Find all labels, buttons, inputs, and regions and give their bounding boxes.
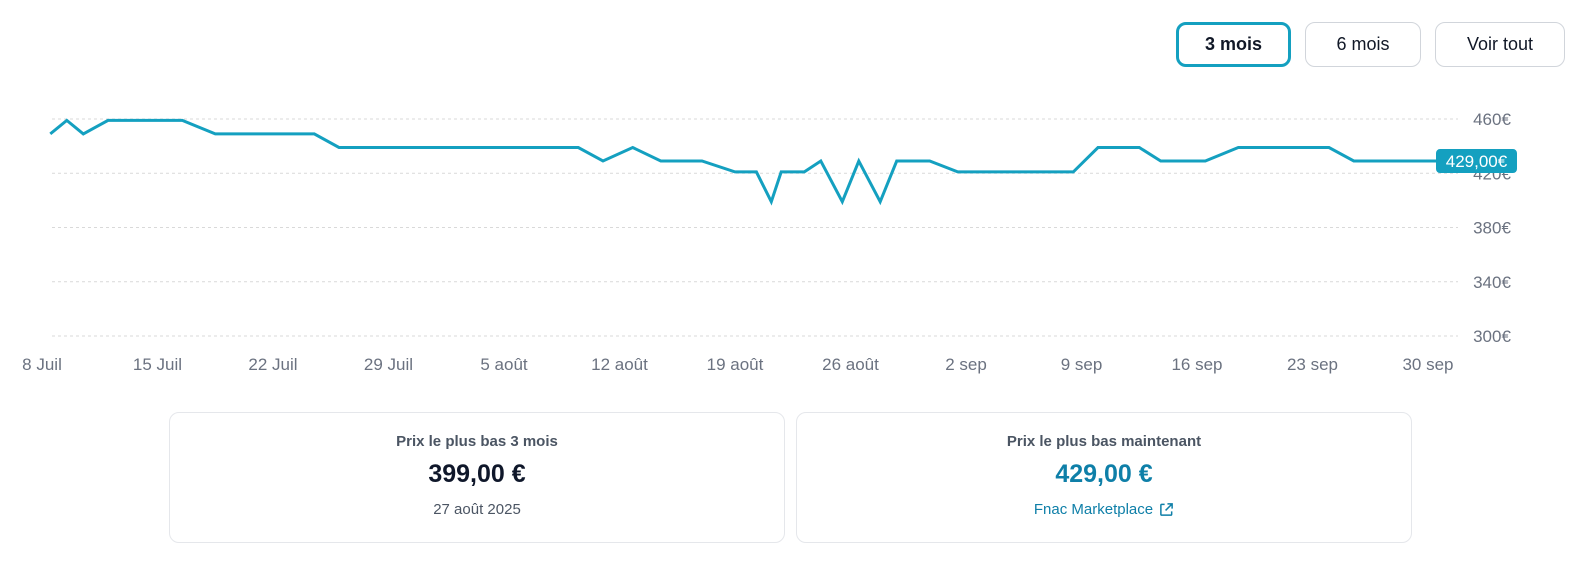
x-tick-label: 8 Juil [22,355,62,374]
lowest-3-months-price: 399,00 € [428,460,526,488]
seller-link-label: Fnac Marketplace [1033,501,1154,518]
range-6-months-button[interactable]: 6 mois [1305,22,1421,67]
x-tick-label: 29 Juil [364,355,413,374]
x-tick-label: 30 sep [1402,355,1453,374]
x-tick-label: 26 août [822,355,879,374]
seller-link[interactable]: Fnac Marketplace [1034,501,1174,518]
price-line [49,118,1445,206]
y-tick-label: 460€ [1473,110,1511,129]
lowest-3-months-card: Prix le plus bas 3 mois 399,00 € 27 août… [169,412,785,543]
lowest-3-months-title: Prix le plus bas 3 mois [396,433,558,450]
y-tick-label: 300€ [1473,327,1511,346]
external-link-icon [1160,503,1173,516]
x-tick-label: 16 sep [1171,355,1222,374]
price-summary-cards: Prix le plus bas 3 mois 399,00 € 27 août… [169,412,1412,543]
current-price-badge [1436,149,1517,174]
x-tick-label: 9 sep [1061,355,1103,374]
lowest-now-price: 429,00 € [1055,460,1153,488]
current-price-label: 429,00€ [1446,152,1508,171]
y-tick-label: 380€ [1473,219,1511,238]
range-all-button[interactable]: Voir tout [1435,22,1565,67]
range-selector: 3 mois 6 mois Voir tout [1176,22,1565,67]
x-tick-label: 5 août [480,355,528,374]
x-tick-label: 2 sep [945,355,987,374]
x-tick-label: 23 sep [1287,355,1338,374]
x-tick-label: 22 Juil [248,355,297,374]
x-tick-label: 15 Juil [133,355,182,374]
y-tick-label: 340€ [1473,273,1511,292]
x-tick-label: 19 août [707,355,764,374]
lowest-3-months-date: 27 août 2025 [433,501,521,518]
range-3-months-button[interactable]: 3 mois [1176,22,1291,67]
lowest-now-title: Prix le plus bas maintenant [1006,433,1202,450]
price-history-chart: 460€420€380€340€300€8 Juil 15 Juil 22 Juil… [22,110,1517,374]
lowest-now-card: Prix le plus bas maintenant 429,00 € Fna… [796,412,1412,543]
x-tick-label: 12 août [591,355,648,374]
